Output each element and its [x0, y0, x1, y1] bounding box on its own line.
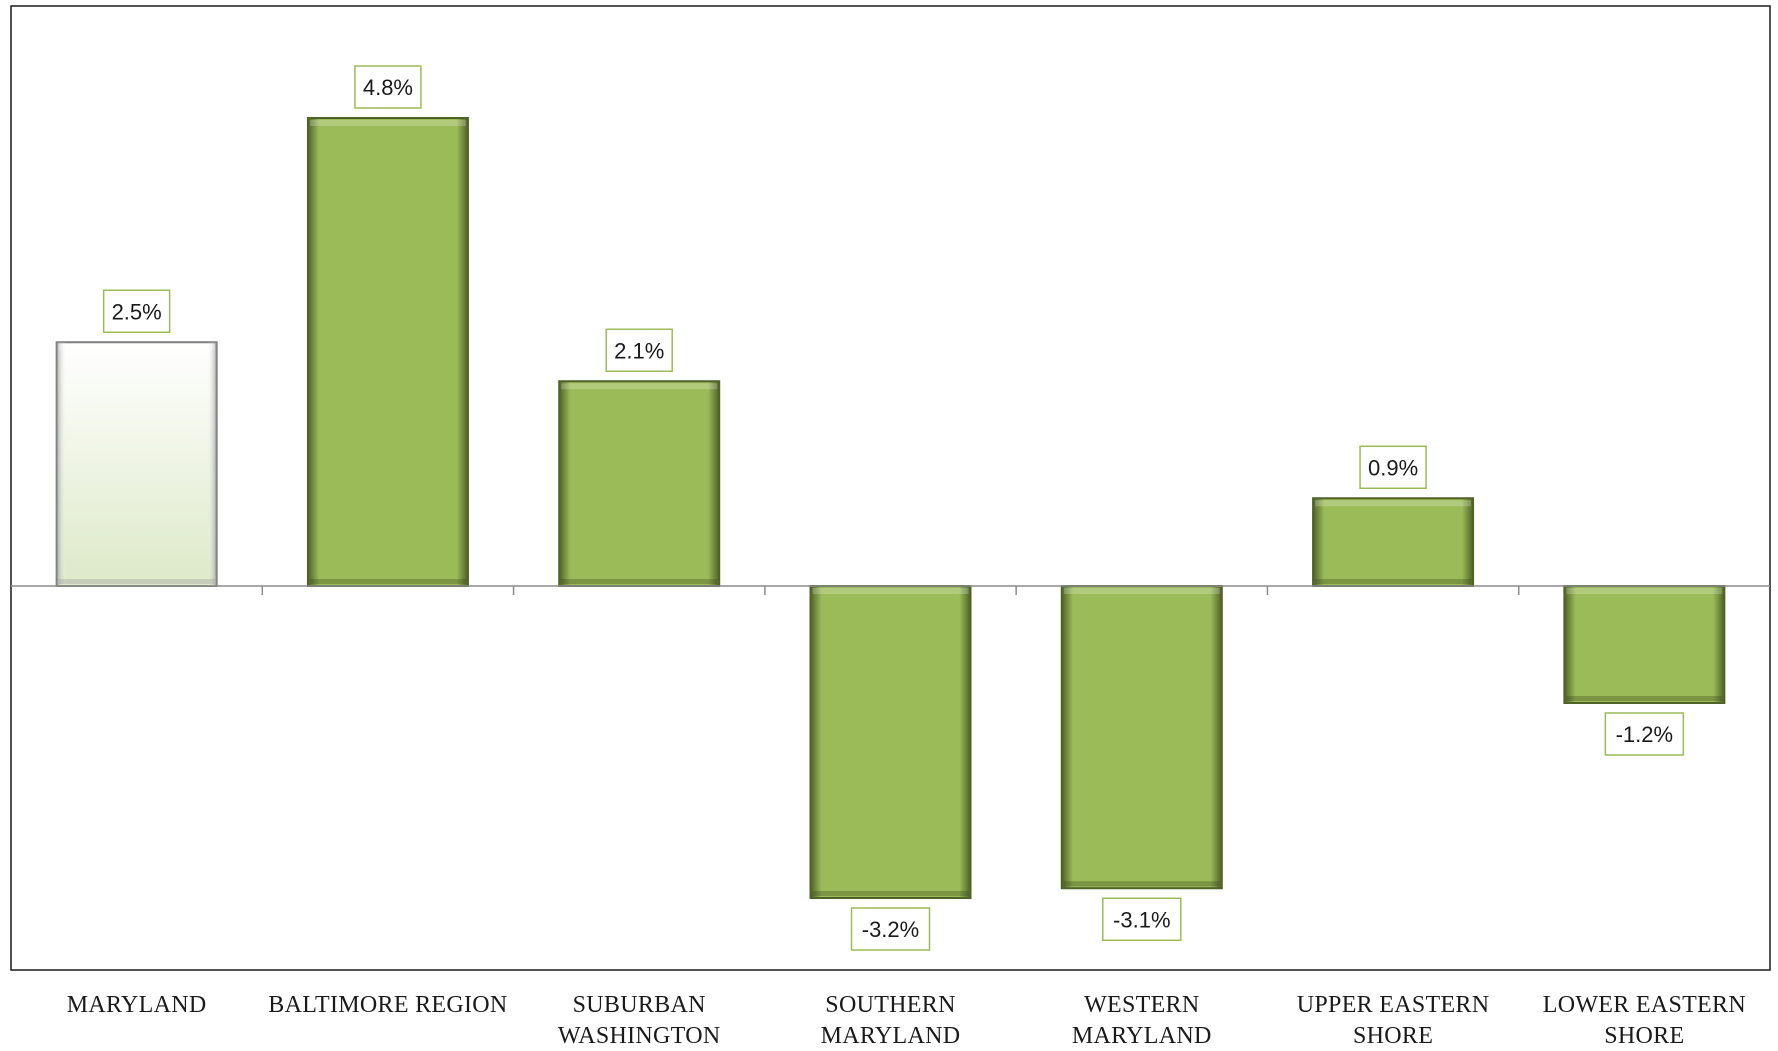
- data-label: -3.1%: [1102, 897, 1182, 941]
- data-label: 4.8%: [354, 65, 422, 109]
- data-label: 2.5%: [102, 289, 171, 333]
- bar: [1060, 585, 1223, 890]
- svg-text:2.5%: 2.5%: [112, 299, 162, 324]
- svg-text:SHORE: SHORE: [1353, 1023, 1433, 1049]
- bar: [306, 117, 469, 587]
- category-label: SOUTHERN MARYLAND: [821, 992, 961, 1049]
- svg-text:SHORE: SHORE: [1604, 1023, 1684, 1049]
- data-label: 2.1%: [605, 328, 673, 372]
- svg-text:-1.2%: -1.2%: [1616, 722, 1673, 747]
- bar: [55, 341, 218, 587]
- svg-text:0.9%: 0.9%: [1368, 455, 1418, 480]
- svg-text:UPPER EASTERN: UPPER EASTERN: [1297, 992, 1490, 1018]
- bar: [558, 380, 721, 587]
- bar: [809, 585, 972, 899]
- category-label: WESTERN MARYLAND: [1072, 992, 1212, 1049]
- data-label: -3.2%: [850, 907, 931, 951]
- svg-text:LOWER EASTERN: LOWER EASTERN: [1543, 992, 1746, 1018]
- category-label: LOWER EASTERN SHORE: [1543, 992, 1746, 1049]
- category-label: UPPER EASTERN SHORE: [1297, 992, 1490, 1049]
- svg-text:2.1%: 2.1%: [614, 338, 664, 363]
- svg-text:MARYLAND: MARYLAND: [67, 992, 207, 1018]
- bar: [1312, 497, 1475, 587]
- bar: [1563, 585, 1726, 704]
- svg-text:SOUTHERN: SOUTHERN: [825, 992, 955, 1018]
- bars-layer: [55, 117, 1726, 899]
- svg-text:WASHINGTON: WASHINGTON: [558, 1023, 721, 1049]
- svg-text:-3.1%: -3.1%: [1113, 907, 1170, 932]
- data-label: 0.9%: [1359, 445, 1427, 489]
- category-label: MARYLAND: [67, 992, 207, 1018]
- data-label: -1.2%: [1604, 712, 1685, 756]
- category-label: BALTIMORE REGION: [268, 992, 507, 1018]
- svg-text:BALTIMORE REGION: BALTIMORE REGION: [268, 992, 507, 1018]
- axis-ticks: [261, 586, 1520, 595]
- category-labels: MARYLAND BALTIMORE REGION SUBURBAN WASHINGT…: [67, 992, 1746, 1049]
- svg-text:MARYLAND: MARYLAND: [821, 1023, 961, 1049]
- svg-text:MARYLAND: MARYLAND: [1072, 1023, 1212, 1049]
- svg-text:WESTERN: WESTERN: [1084, 992, 1199, 1018]
- svg-text:-3.2%: -3.2%: [862, 917, 919, 942]
- data-labels: 2.5% 4.8% 2.1% -3.2% -3.1% 0.9% -1.2%: [102, 65, 1685, 951]
- svg-text:4.8%: 4.8%: [363, 75, 413, 100]
- category-label: SUBURBAN WASHINGTON: [558, 992, 721, 1049]
- svg-text:SUBURBAN: SUBURBAN: [573, 992, 706, 1018]
